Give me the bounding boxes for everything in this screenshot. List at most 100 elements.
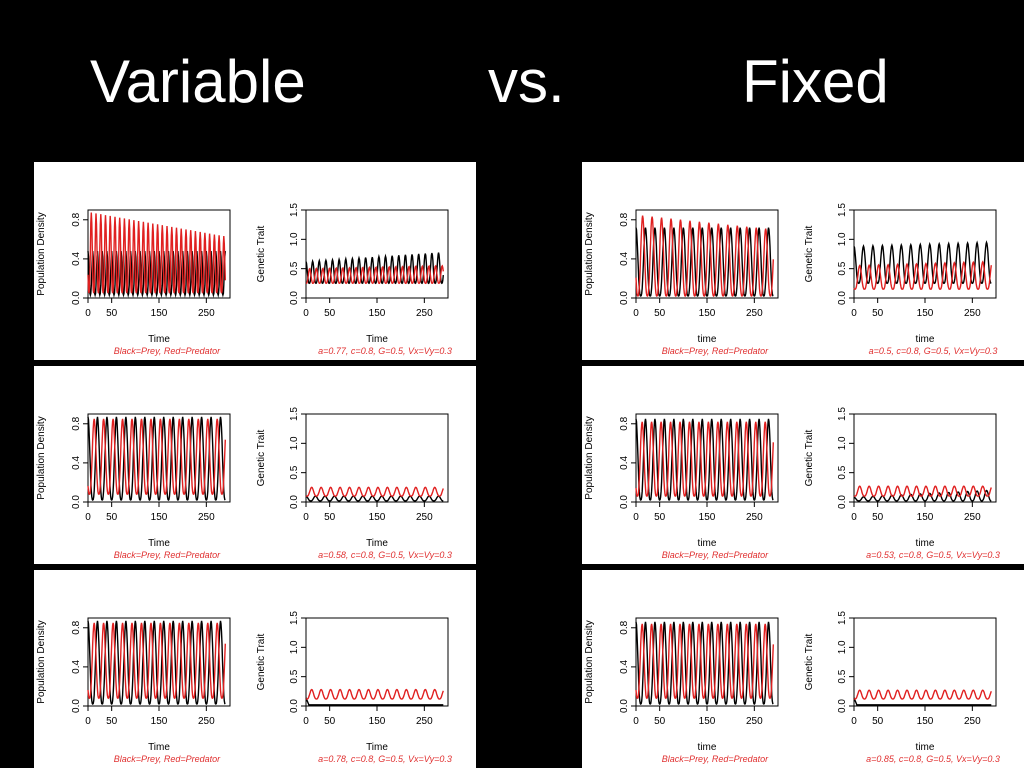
y-tick-label: 0.0 xyxy=(71,495,82,509)
series-line-predator xyxy=(306,264,444,285)
x-tick-label: 150 xyxy=(917,716,934,727)
x-tick-label: 250 xyxy=(416,716,433,727)
x-tick-label: 150 xyxy=(699,308,716,319)
x-axis-label: time xyxy=(698,334,717,345)
x-tick-label: 0 xyxy=(633,716,639,727)
y-tick-label: 0.0 xyxy=(289,495,300,509)
x-axis-label: Time xyxy=(148,538,170,549)
y-tick-label: 0.8 xyxy=(619,620,630,634)
x-axis-label: time xyxy=(916,334,935,345)
y-tick-label: 0.0 xyxy=(619,291,630,305)
caption: a=0.5, c=0.8, G=0.5, Vx=Vy=0.3 xyxy=(869,346,998,356)
y-tick-label: 1.5 xyxy=(289,407,300,421)
series-line-predator xyxy=(87,622,226,700)
panel-variable-1: 0.0 0.4 0.8 0 50 150 250 Population Density Time… xyxy=(34,162,476,360)
series-line-prey xyxy=(635,418,774,501)
y-tick-label: 0.5 xyxy=(837,669,848,683)
y-tick-label: 0.4 xyxy=(71,252,82,266)
x-tick-label: 250 xyxy=(416,308,433,319)
x-tick-label: 150 xyxy=(369,716,386,727)
series-line-predator xyxy=(635,215,774,297)
caption: Black=Prey, Red=Predator xyxy=(662,754,769,764)
x-tick-label: 0 xyxy=(85,308,91,319)
y-tick-label: 1.0 xyxy=(837,436,848,450)
x-tick-label: 150 xyxy=(151,716,168,727)
x-tick-label: 250 xyxy=(746,308,763,319)
title-fixed: Fixed xyxy=(742,48,889,115)
x-tick-label: 0 xyxy=(85,512,91,523)
y-axis-label: Genetic Trait xyxy=(256,429,267,486)
y-tick-label: 0.4 xyxy=(71,660,82,674)
series-line-prey xyxy=(853,240,992,285)
series-line-prey xyxy=(87,620,226,705)
x-tick-label: 150 xyxy=(369,512,386,523)
y-tick-label: 0.8 xyxy=(71,416,82,430)
y-tick-label: 0.0 xyxy=(619,699,630,713)
y-axis-label: Population Density xyxy=(584,620,595,703)
series-line-predator xyxy=(87,212,226,294)
y-tick-label: 0.4 xyxy=(619,660,630,674)
y-axis-label: Genetic Trait xyxy=(804,429,815,486)
x-axis-label: time xyxy=(698,742,717,753)
y-tick-label: 1.5 xyxy=(837,203,848,217)
series-line-predator xyxy=(853,260,992,290)
series-line-prey xyxy=(305,697,444,706)
y-tick-label: 1.5 xyxy=(289,203,300,217)
x-tick-label: 0 xyxy=(303,512,309,523)
x-tick-label: 50 xyxy=(872,716,884,727)
y-tick-label: 1.0 xyxy=(837,640,848,654)
x-tick-label: 0 xyxy=(851,716,857,727)
panel-fixed-2: 0.0 0.4 0.8 0 50 150 250 Population Density time… xyxy=(582,366,1024,564)
y-tick-label: 1.5 xyxy=(289,611,300,625)
series-line-prey xyxy=(635,621,774,705)
series-line-predator xyxy=(853,689,992,700)
y-tick-label: 0.4 xyxy=(71,456,82,470)
y-tick-label: 1.0 xyxy=(289,640,300,654)
y-tick-label: 0.0 xyxy=(71,291,82,305)
y-tick-label: 0.4 xyxy=(619,252,630,266)
x-tick-label: 50 xyxy=(106,716,118,727)
y-tick-label: 0.0 xyxy=(71,699,82,713)
y-axis-label: Genetic Trait xyxy=(256,633,267,690)
caption: a=0.85, c=0.8, G=0.5, Vx=Vy=0.3 xyxy=(866,754,1000,764)
x-tick-label: 150 xyxy=(917,308,934,319)
series-line-prey xyxy=(853,489,992,502)
panel-svg: 0.0 0.4 0.8 0 50 150 250 Population Density Time… xyxy=(36,203,452,356)
y-tick-label: 1.5 xyxy=(837,611,848,625)
y-tick-label: 0.4 xyxy=(619,456,630,470)
series-line-prey xyxy=(305,495,444,502)
x-tick-label: 50 xyxy=(324,308,336,319)
x-tick-label: 0 xyxy=(851,512,857,523)
caption: Black=Prey, Red=Predator xyxy=(662,550,769,560)
series-line-predator xyxy=(635,623,774,700)
y-tick-label: 0.0 xyxy=(289,699,300,713)
x-tick-label: 50 xyxy=(872,512,884,523)
x-tick-label: 250 xyxy=(964,716,981,727)
y-tick-label: 0.0 xyxy=(837,495,848,509)
x-tick-label: 50 xyxy=(106,512,118,523)
x-tick-label: 250 xyxy=(416,512,433,523)
y-tick-label: 0.8 xyxy=(71,212,82,226)
y-tick-label: 0.5 xyxy=(289,465,300,479)
panel-svg: 0.0 0.4 0.8 0 50 150 250 Population Density time… xyxy=(584,407,1000,560)
y-axis-label: Genetic Trait xyxy=(804,225,815,282)
caption: Black=Prey, Red=Predator xyxy=(114,550,221,560)
y-axis-label: Population Density xyxy=(36,620,47,703)
y-tick-label: 0.8 xyxy=(619,212,630,226)
x-axis-label: Time xyxy=(366,538,388,549)
x-axis-label: time xyxy=(916,742,935,753)
y-tick-label: 1.5 xyxy=(837,407,848,421)
series-line-predator xyxy=(305,486,444,497)
caption: Black=Prey, Red=Predator xyxy=(114,754,221,764)
caption: a=0.77, c=0.8, G=0.5, Vx=Vy=0.3 xyxy=(318,346,452,356)
y-axis-label: Genetic Trait xyxy=(256,225,267,282)
y-tick-label: 0.5 xyxy=(289,669,300,683)
x-tick-label: 0 xyxy=(633,308,639,319)
x-tick-label: 50 xyxy=(654,716,666,727)
x-tick-label: 250 xyxy=(198,308,215,319)
x-tick-label: 150 xyxy=(151,512,168,523)
caption: a=0.53, c=0.8, G=0.5, Vx=Vy=0.3 xyxy=(866,550,1000,560)
y-tick-label: 0.0 xyxy=(837,291,848,305)
x-tick-label: 250 xyxy=(746,716,763,727)
x-tick-label: 150 xyxy=(917,512,934,523)
